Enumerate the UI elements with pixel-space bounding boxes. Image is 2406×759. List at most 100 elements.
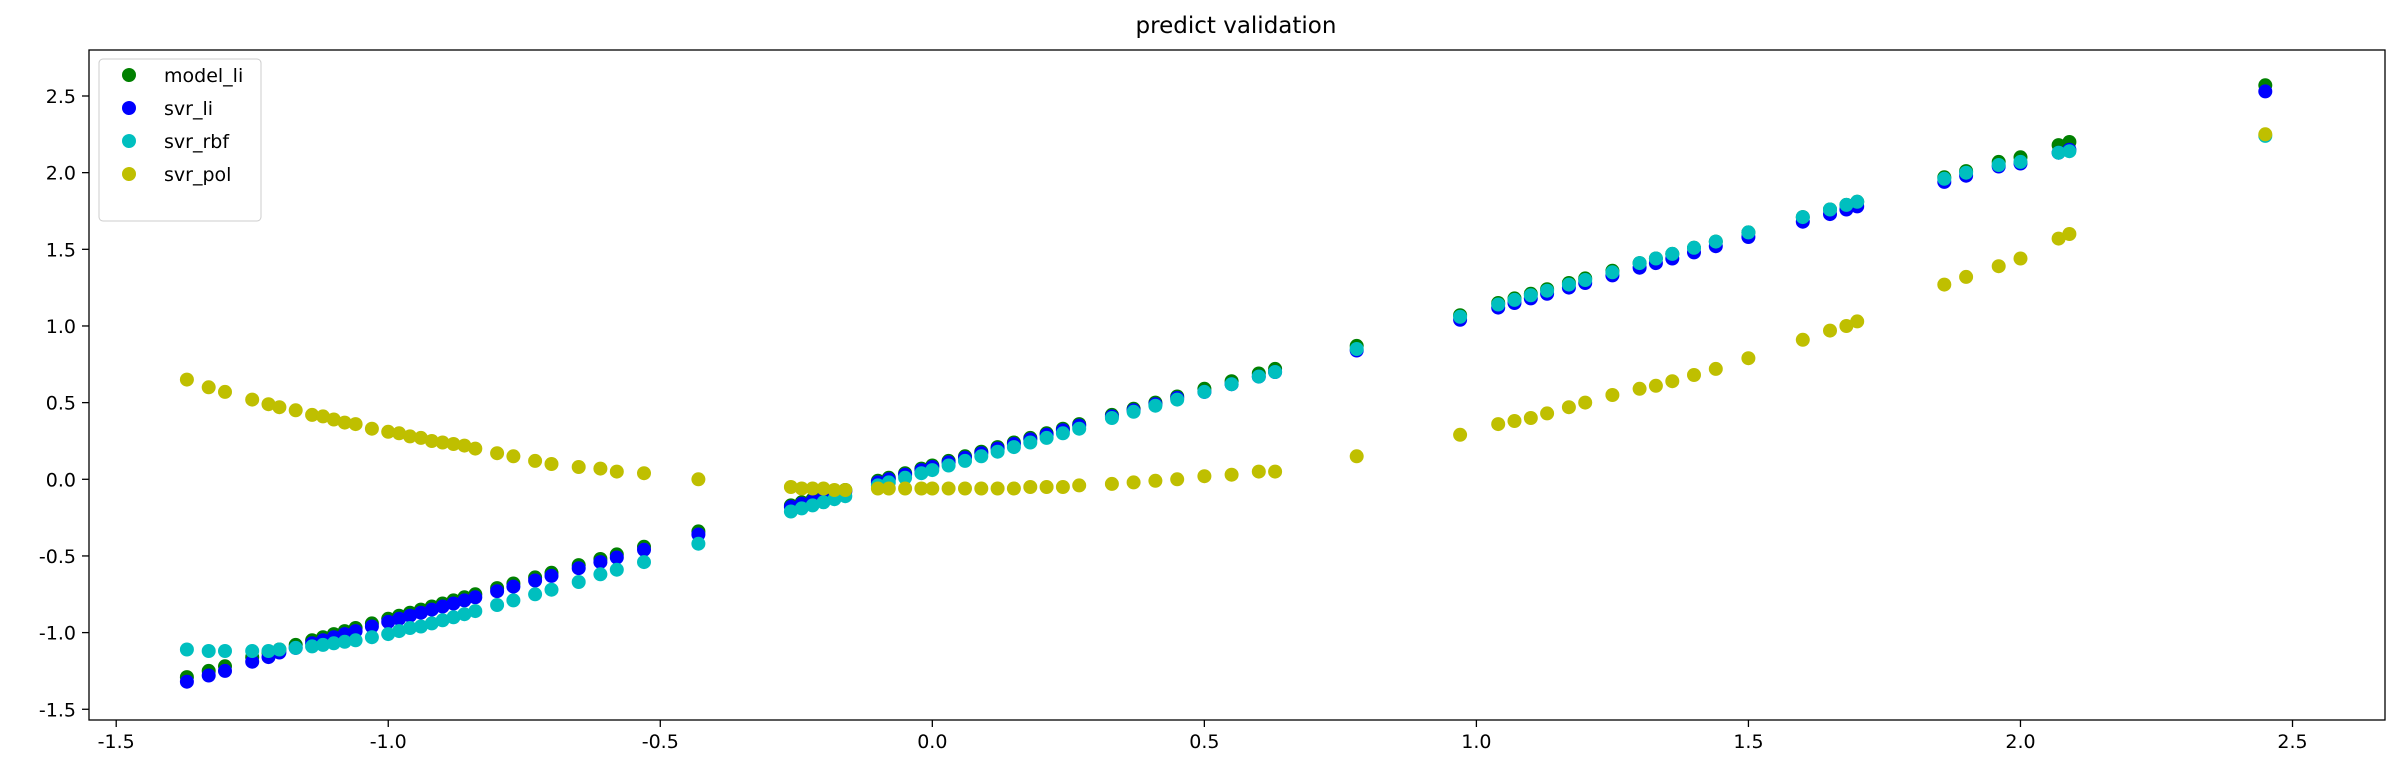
point-svr_rbf [1937, 171, 1952, 186]
point-svr_rbf [1006, 440, 1021, 455]
point-svr_pol [1055, 480, 1070, 494]
point-svr_rbf [435, 613, 450, 628]
point-svr_pol [794, 481, 809, 496]
point-svr_pol [1170, 472, 1185, 487]
point-svr_rbf [272, 642, 287, 657]
point-svr_pol [609, 464, 624, 479]
point-svr_li [435, 599, 450, 614]
point-svr_pol [593, 461, 608, 476]
legend-label-svr_pol: svr_pol [164, 164, 231, 186]
y-tick-label: 2.5 [46, 86, 76, 108]
point-svr_rbf [691, 536, 706, 551]
point-svr_pol [1023, 480, 1038, 494]
point-svr_rbf [1523, 288, 1538, 303]
point-svr_pol [1839, 319, 1854, 333]
point-svr_rbf [925, 463, 940, 478]
point-svr_rbf [1251, 369, 1266, 384]
point-svr_rbf [348, 633, 363, 648]
point-svr_pol [1665, 374, 1680, 389]
point-svr_rbf [1507, 292, 1522, 307]
x-axis: -1.5 -1.0 -0.5 0.0 0.5 1.0 1.5 2.0 2.5 [98, 720, 2308, 753]
point-svr_pol [446, 437, 461, 451]
point-svr_pol [316, 409, 330, 424]
point-svr_rbf [544, 582, 559, 597]
point-svr_pol [272, 400, 287, 415]
x-tick-label: 1.0 [1461, 731, 1491, 753]
point-svr_li [413, 605, 428, 620]
point-svr_rbf [1491, 297, 1506, 312]
point-svr_rbf [1104, 411, 1119, 425]
point-svr_rbf [2062, 144, 2077, 159]
point-svr_li [457, 593, 472, 608]
point-svr_rbf [1708, 234, 1723, 249]
point-svr_pol [490, 446, 505, 461]
point-svr_rbf [1349, 342, 1364, 356]
point-svr_rbf [179, 642, 194, 657]
point-svr_rbf [1268, 365, 1283, 379]
point-svr_rbf [381, 627, 396, 642]
point-svr_rbf [1991, 158, 2006, 172]
point-svr_li [179, 674, 194, 689]
point-svr_pol [958, 481, 972, 496]
point-svr_pol [326, 412, 341, 427]
x-tick-label: 0.0 [917, 731, 947, 753]
point-svr_pol [1104, 476, 1119, 491]
point-svr_rbf [528, 587, 543, 602]
point-svr_li [201, 668, 216, 683]
point-svr_li [571, 561, 586, 576]
point-svr_pol [838, 483, 853, 497]
point-svr_rbf [457, 607, 472, 622]
plot-area-frame [88, 49, 2386, 721]
point-svr_rbf [571, 575, 586, 589]
point-svr_li [506, 579, 521, 594]
legend-label-model_li: model_li [164, 65, 243, 87]
point-svr_rbf [1665, 246, 1680, 261]
point-svr_rbf [288, 640, 303, 655]
point-svr_rbf [1578, 273, 1593, 287]
point-svr_pol [914, 481, 929, 496]
point-svr_pol [337, 415, 352, 430]
y-tick-label: -1.0 [39, 623, 76, 645]
y-tick-label: 2.0 [46, 163, 76, 185]
point-svr_pol [1795, 332, 1810, 347]
y-tick-label: 1.5 [46, 239, 76, 261]
point-svr_pol [1687, 368, 1701, 382]
data-points [179, 78, 2273, 689]
point-svr_rbf [1839, 197, 1854, 212]
x-tick-label: 2.0 [2005, 731, 2035, 753]
point-svr_rbf [245, 644, 260, 658]
point-svr_rbf [794, 501, 809, 516]
point-svr_rbf [898, 470, 913, 485]
point-svr_rbf [1959, 165, 1974, 180]
point-svr_li [424, 602, 439, 617]
point-svr_pol [288, 403, 303, 418]
point-svr_li [468, 590, 483, 605]
x-tick-label: 2.5 [2277, 731, 2307, 753]
point-svr_pol [691, 472, 706, 487]
point-svr_rbf [1072, 421, 1087, 436]
legend: model_li svr_li svr_rbf svr_pol [98, 58, 262, 222]
point-svr_pol [544, 457, 559, 471]
y-axis: -1.5 -1.0 -0.5 0.0 0.5 1.0 1.5 2.0 2.5 [39, 86, 89, 721]
legend-marker-svr_li [122, 101, 136, 115]
point-svr_rbf [2051, 145, 2066, 160]
point-svr_pol [1741, 351, 1756, 366]
point-svr_rbf [261, 644, 276, 658]
point-svr_li [544, 568, 559, 583]
series-svr_rbf [179, 128, 2273, 658]
point-svr_pol [468, 441, 483, 456]
point-svr_li [392, 611, 407, 626]
legend-marker-svr_rbf [122, 134, 136, 148]
point-svr_rbf [974, 449, 989, 464]
point-svr_li [446, 596, 461, 611]
point-svr_rbf [468, 604, 483, 619]
legend-marker-svr_pol [122, 167, 136, 181]
point-svr_rbf [1648, 251, 1663, 266]
point-svr_li [364, 619, 379, 634]
point-svr_rbf [506, 593, 521, 608]
point-svr_rbf [1148, 398, 1163, 413]
x-tick-label: 1.5 [1733, 731, 1763, 753]
point-svr_rbf [490, 598, 505, 612]
